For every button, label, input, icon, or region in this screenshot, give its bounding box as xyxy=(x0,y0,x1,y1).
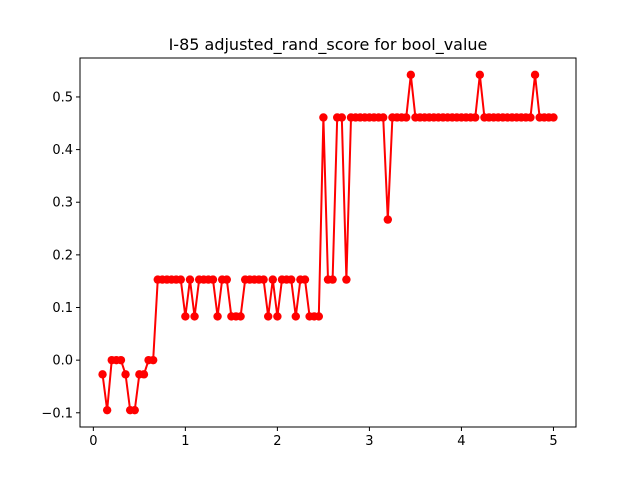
data-point xyxy=(259,275,268,284)
data-point xyxy=(268,275,277,284)
data-point xyxy=(130,405,139,415)
data-point xyxy=(208,275,218,284)
data-point xyxy=(328,275,337,284)
y-tick-label: 0.4 xyxy=(52,143,73,158)
data-point xyxy=(116,355,126,365)
y-tick-label: 0.2 xyxy=(52,248,73,263)
data-point xyxy=(190,312,199,321)
data-point xyxy=(98,370,107,379)
data-point xyxy=(102,405,112,415)
data-point xyxy=(286,275,296,284)
data-point xyxy=(475,70,485,80)
data-point xyxy=(379,113,388,122)
axes-layer: 0 1 2 3 4 5 −0.1 0.0 0.1 0.2 0.3 0.4 0.5 xyxy=(41,57,577,449)
plot-frame xyxy=(79,57,577,428)
data-point xyxy=(291,312,300,321)
data-point xyxy=(319,113,328,122)
x-tick-label: 4 xyxy=(457,434,465,449)
x-tick-label: 5 xyxy=(549,434,557,449)
data-point xyxy=(176,275,185,284)
chart-title: I-85 adjusted_rand_score for bool_value xyxy=(169,35,488,55)
y-tick-label: 0.1 xyxy=(52,301,73,316)
data-point xyxy=(314,312,323,321)
x-tick-label: 2 xyxy=(273,434,281,449)
data-point xyxy=(222,275,231,284)
data-point xyxy=(148,355,158,365)
data-point xyxy=(185,275,195,284)
data-point xyxy=(402,113,411,122)
data-point xyxy=(121,370,130,379)
x-tick-label: 3 xyxy=(365,434,373,449)
plot-layer xyxy=(98,70,558,415)
data-point xyxy=(406,70,416,80)
data-point xyxy=(263,312,273,321)
data-point xyxy=(181,312,190,321)
data-point xyxy=(273,312,282,321)
y-tick-label: 0.0 xyxy=(52,354,73,369)
y-tick-label: 0.3 xyxy=(52,196,73,211)
data-point xyxy=(300,275,310,284)
y-tick-label: −0.1 xyxy=(41,406,73,421)
data-point xyxy=(236,312,245,321)
x-tick-label: 1 xyxy=(181,434,189,449)
data-point xyxy=(530,70,540,80)
data-point xyxy=(383,215,393,224)
data-point xyxy=(337,113,346,122)
data-point xyxy=(139,370,149,379)
x-tick-label: 0 xyxy=(89,434,97,449)
y-tick-label: 0.5 xyxy=(52,90,73,105)
data-point xyxy=(342,275,351,284)
data-point xyxy=(526,113,535,122)
data-point xyxy=(549,113,558,122)
data-point xyxy=(471,113,480,122)
data-point xyxy=(213,312,222,321)
